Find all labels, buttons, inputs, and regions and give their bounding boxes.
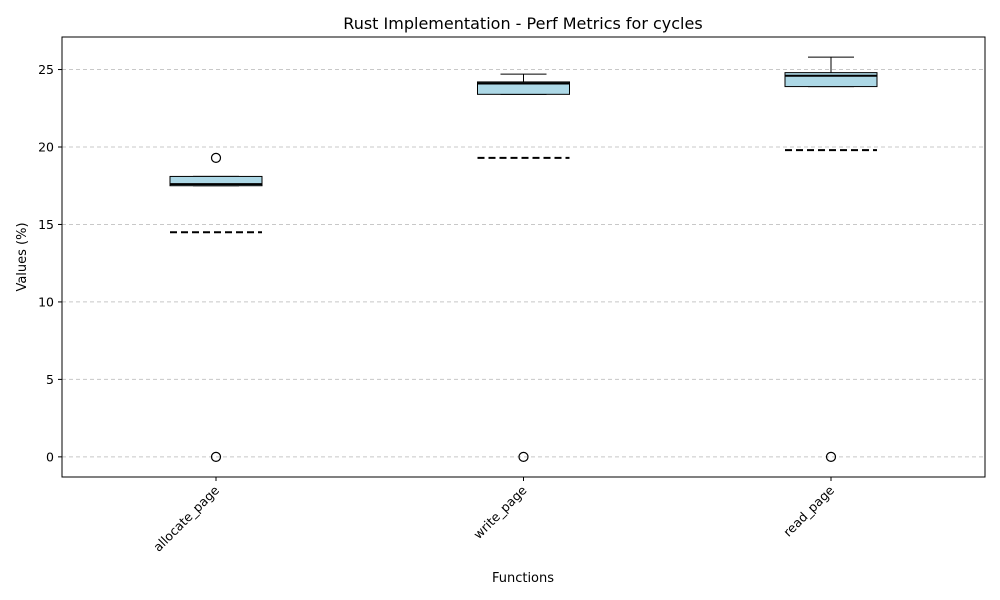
box-group — [169, 152, 263, 462]
y-tick-label: 15 — [38, 217, 54, 232]
y-axis-ticks: 0 5 10 15 20 25 — [38, 62, 62, 464]
x-tick-label: read_page — [780, 482, 837, 539]
box-iqr — [784, 72, 878, 88]
box-group — [784, 56, 878, 462]
chart-title: Rust Implementation - Perf Metrics for c… — [343, 14, 702, 33]
x-tick-label: allocate_page — [150, 482, 222, 554]
box-iqr — [169, 175, 263, 187]
box-layer — [169, 56, 878, 462]
y-axis-label: Values (%) — [15, 222, 30, 291]
y-tick-label: 5 — [46, 372, 54, 387]
box-iqr — [477, 81, 570, 95]
outlier-point — [210, 152, 222, 163]
box-group — [477, 73, 570, 462]
x-tick-label: write_page — [470, 482, 530, 542]
y-tick-label: 0 — [46, 449, 54, 464]
grid-lines — [62, 69, 985, 458]
y-tick-label: 20 — [38, 140, 54, 155]
outlier-point — [518, 451, 529, 462]
plot-frame — [61, 36, 986, 478]
y-tick-label: 25 — [38, 62, 54, 77]
y-tick-label: 10 — [38, 294, 54, 309]
outlier-point — [210, 451, 222, 462]
outlier-point — [825, 451, 837, 462]
x-axis-label: Functions — [492, 571, 554, 586]
x-axis-ticks: allocate_page write_page read_page — [150, 477, 837, 555]
